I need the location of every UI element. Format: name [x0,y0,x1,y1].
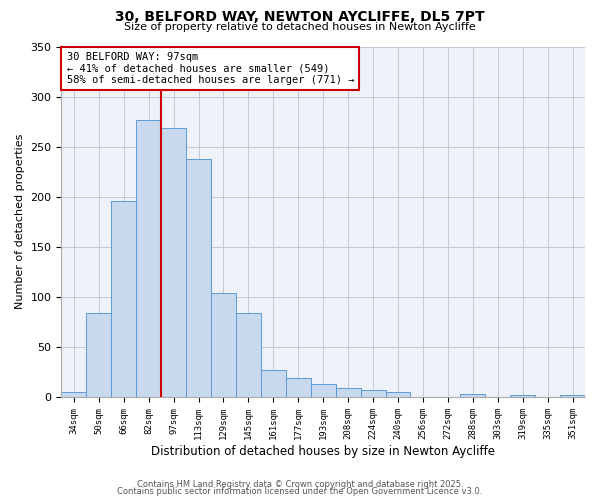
Bar [335,388,361,397]
Bar [136,120,161,397]
Bar [460,394,485,397]
Text: 30 BELFORD WAY: 97sqm
← 41% of detached houses are smaller (549)
58% of semi-det: 30 BELFORD WAY: 97sqm ← 41% of detached … [67,52,354,85]
Bar [510,395,535,397]
Bar [261,370,286,397]
Text: Contains public sector information licensed under the Open Government Licence v3: Contains public sector information licen… [118,487,482,496]
X-axis label: Distribution of detached houses by size in Newton Aycliffe: Distribution of detached houses by size … [151,444,495,458]
Bar [236,313,261,397]
Bar [111,200,136,397]
Bar [186,158,211,397]
Bar [311,384,335,397]
Text: Size of property relative to detached houses in Newton Aycliffe: Size of property relative to detached ho… [124,22,476,32]
Bar [560,395,585,397]
Text: 30, BELFORD WAY, NEWTON AYCLIFFE, DL5 7PT: 30, BELFORD WAY, NEWTON AYCLIFFE, DL5 7P… [115,10,485,24]
Bar [286,378,311,397]
Bar [386,392,410,397]
Text: Contains HM Land Registry data © Crown copyright and database right 2025.: Contains HM Land Registry data © Crown c… [137,480,463,489]
Bar [61,392,86,397]
Bar [86,313,111,397]
Bar [211,293,236,397]
Bar [161,128,186,397]
Y-axis label: Number of detached properties: Number of detached properties [15,134,25,310]
Bar [361,390,386,397]
